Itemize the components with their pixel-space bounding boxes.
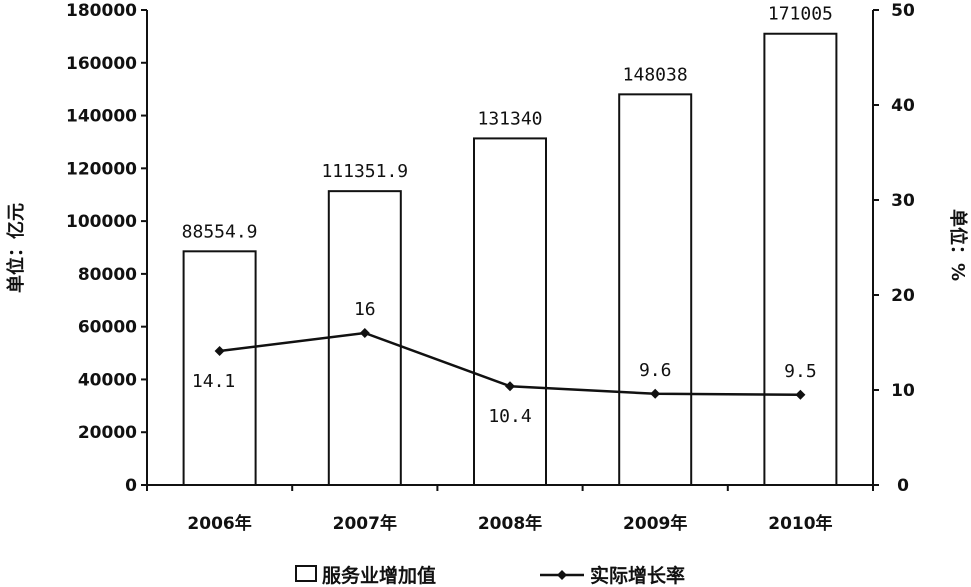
bar-series: [182, 32, 838, 487]
x-tick-label: 2006年: [187, 513, 251, 534]
line-value-label: 9.6: [639, 360, 672, 381]
data-labels: 88554.9 111351.9 131340 148038 171005 14.1 16 1…: [182, 4, 833, 427]
right-tick-label: 10: [891, 381, 915, 401]
right-tick-label: 30: [891, 191, 915, 211]
bar-value-label: 88554.9: [182, 221, 258, 242]
bar-value-label: 111351.9: [321, 161, 408, 182]
left-tick-label: 100000: [66, 212, 137, 232]
legend-line-label: 实际增长率: [590, 564, 685, 587]
left-tick-label: 160000: [66, 54, 137, 74]
left-tick-label: 180000: [66, 1, 137, 21]
bar: [327, 190, 402, 487]
x-tick-label: 2007年: [333, 513, 397, 534]
bar: [473, 137, 547, 487]
line-value-label: 16: [354, 299, 376, 320]
right-tick-label: 40: [891, 96, 915, 116]
x-tick-label: 2008年: [478, 513, 542, 534]
bar: [763, 32, 838, 486]
x-tick-label: 2009年: [623, 513, 687, 534]
legend-bar-label: 服务业增加值: [322, 564, 436, 587]
right-tick-label: 0: [897, 476, 909, 496]
right-axis-title: 单位：%: [947, 209, 969, 281]
left-tick-label: 80000: [78, 265, 137, 285]
line-value-label: 9.5: [784, 361, 817, 382]
line-point: [650, 388, 661, 399]
line-value-label: 10.4: [488, 406, 531, 427]
right-tick-label: 20: [891, 286, 915, 306]
left-tick-label: 0: [125, 476, 137, 496]
line-series: [214, 328, 806, 400]
line-value-label: 14.1: [192, 371, 235, 392]
line-point: [214, 346, 225, 357]
x-tick-label: 2010年: [768, 513, 832, 534]
line-point: [359, 328, 370, 338]
bar-value-label: 148038: [623, 64, 688, 85]
legend-bar-swatch: [295, 565, 317, 582]
left-axis-title: 单位：亿元: [5, 203, 27, 293]
line-point: [795, 389, 806, 400]
bar-value-label: 171005: [768, 4, 833, 25]
right-tick-label: 50: [891, 1, 915, 21]
bar-value-label: 131340: [477, 108, 542, 129]
left-tick-label: 140000: [66, 107, 137, 127]
left-tick-label: 20000: [78, 423, 137, 443]
left-tick-label: 120000: [66, 159, 137, 179]
left-tick-label: 40000: [78, 370, 137, 390]
bar: [618, 93, 693, 486]
left-tick-label: 60000: [78, 318, 137, 338]
legend: 服务业增加值 实际增长率: [295, 564, 685, 587]
axes: 0 20000 40000 60000 80000 100000 120000 140000 1…: [66, 1, 915, 534]
legend-line-marker: [557, 570, 567, 580]
line-point: [505, 381, 515, 392]
bar: [182, 250, 257, 486]
